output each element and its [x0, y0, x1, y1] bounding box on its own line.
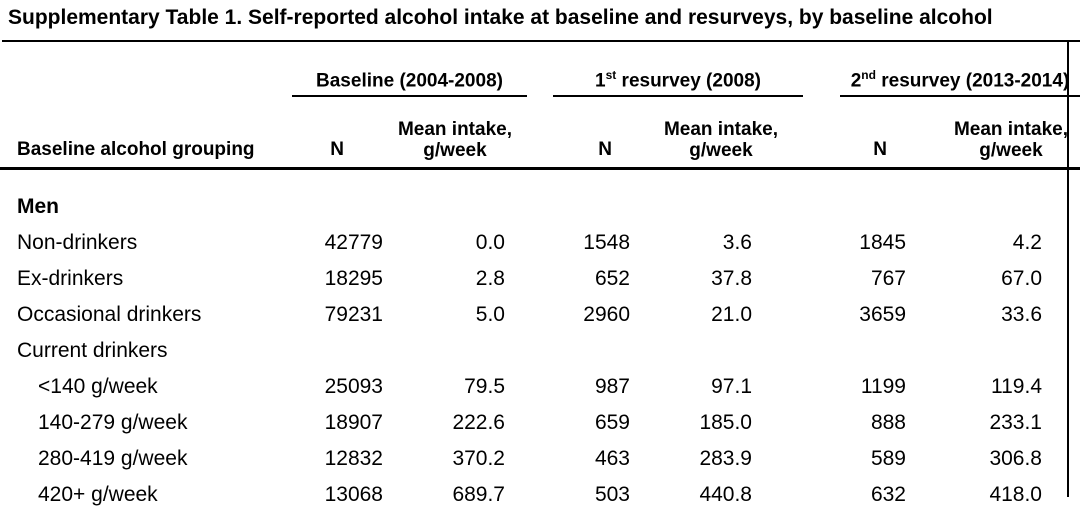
cell-value: 97.1 [711, 374, 752, 398]
table-row: Men [0, 169, 1080, 219]
cell-value: 1199 [860, 374, 906, 398]
table-row: 140-279 g/week 18907 222.6 659 185.0 888 233.1 [0, 399, 1080, 435]
group-header-spacer [0, 42, 300, 97]
page-title: Supplementary Table 1. Self-reported alc… [8, 6, 993, 29]
title-divider-rule [2, 40, 1080, 42]
cell-value [754, 169, 908, 219]
cell-value: 37.8 [711, 266, 752, 290]
cell-value: 1845 [859, 230, 906, 254]
cell-value: 13068 [324, 482, 383, 506]
cell-value: 503 [594, 482, 630, 506]
cell-value: 987 [594, 374, 630, 398]
cell-value: 3.6 [722, 230, 752, 254]
cell-value: 5.0 [475, 302, 505, 326]
row-label: Non-drinkers [17, 230, 138, 254]
cell-value: 12832 [324, 446, 383, 470]
cell-value: 2.8 [475, 266, 505, 290]
cell-value: 652 [594, 266, 630, 290]
column-header-n-first-resurvey: N [507, 97, 632, 170]
group-header-first-resurvey: 1st resurvey (2008) [507, 42, 803, 97]
table-row: Ex-drinkers 18295 2.8 652 37.8 767 67.0 [0, 255, 1080, 291]
cell-value [908, 327, 1080, 363]
alcohol-intake-table: Baseline (2004-2008) 1st resurvey (2008)… [0, 42, 1080, 507]
cell-value [754, 327, 908, 363]
table-row: 280-419 g/week 12832 370.2 463 283.9 589 306.8 [0, 435, 1080, 471]
cell-value: 2960 [583, 302, 630, 326]
column-header-mean-baseline: Mean intake, g/week [385, 97, 512, 170]
cell-value: 119.4 [991, 374, 1042, 398]
cell-value: 185.0 [699, 410, 752, 434]
row-label: Ex-drinkers [17, 266, 124, 290]
table-row: Non-drinkers 42779 0.0 1548 3.6 1845 4.2 [0, 219, 1080, 255]
column-header-mean-second-resurvey: Mean intake, g/week [908, 97, 1080, 170]
cell-value: 283.9 [699, 446, 752, 470]
cell-value: 42779 [324, 230, 383, 254]
row-label: 140-279 g/week [38, 410, 188, 434]
row-label: 420+ g/week [38, 482, 158, 506]
cell-value: 0.0 [475, 230, 505, 254]
cell-value [507, 169, 632, 219]
cell-value: 589 [870, 446, 906, 470]
cell-value: 370.2 [452, 446, 505, 470]
cell-value: 33.6 [1001, 302, 1042, 326]
cell-value: 3659 [859, 302, 906, 326]
cell-value: 440.8 [699, 482, 752, 506]
column-header-mean-first-resurvey: Mean intake, g/week [632, 97, 778, 170]
table-row: 420+ g/week 13068 689.7 503 440.8 632 418.0 [0, 471, 1080, 507]
cell-value: 463 [594, 446, 630, 470]
cell-value [385, 169, 507, 219]
cell-value: 18295 [324, 266, 383, 290]
cell-value [507, 327, 632, 363]
cell-value [300, 327, 385, 363]
cell-value [632, 327, 754, 363]
cell-value: 79.5 [464, 374, 505, 398]
row-label: Occasional drinkers [17, 302, 202, 326]
cell-value: 222.6 [452, 410, 505, 434]
cell-value: 306.8 [989, 446, 1042, 470]
cell-value: 767 [870, 266, 906, 290]
cell-value: 659 [594, 410, 630, 434]
row-label: Current drinkers [17, 338, 168, 362]
cell-value: 418.0 [989, 482, 1042, 506]
table-row: Current drinkers [0, 327, 1080, 363]
group-header-second-resurvey: 2nd resurvey (2013-2014) [754, 42, 1080, 97]
cell-value: 689.7 [452, 482, 505, 506]
group-header-baseline: Baseline (2004-2008) [292, 42, 527, 97]
group-header-row: Baseline (2004-2008) 1st resurvey (2008)… [0, 42, 1080, 97]
table-body: Men Non-drinkers 42779 0.0 1548 3.6 1845 4.2 Ex-… [0, 169, 1080, 507]
cell-value: 1548 [583, 230, 630, 254]
cell-value: 79231 [324, 302, 383, 326]
column-header-n-baseline: N [300, 97, 385, 170]
cell-value: 233.1 [989, 410, 1042, 434]
cell-value: 888 [870, 410, 906, 434]
cell-value: 18907 [324, 410, 383, 434]
cell-value [300, 169, 385, 219]
row-label: <140 g/week [38, 374, 158, 398]
table-row: <140 g/week 25093 79.5 987 97.1 1199 119.4 [0, 363, 1080, 399]
column-header-row: Baseline alcohol grouping N Mean intake,… [0, 97, 1080, 170]
cell-value: 25093 [324, 374, 383, 398]
cell-value [632, 169, 754, 219]
row-label: Men [17, 194, 59, 218]
cell-value: 632 [870, 482, 906, 506]
cell-value: 21.0 [711, 302, 752, 326]
row-label: 280-419 g/week [38, 446, 188, 470]
table-row: Occasional drinkers 79231 5.0 2960 21.0 3659 3… [0, 291, 1080, 327]
cell-value: 67.0 [1001, 266, 1042, 290]
cell-value [908, 169, 1080, 219]
column-header-n-second-resurvey: N [754, 97, 908, 170]
cell-value [385, 327, 507, 363]
column-header-grouping: Baseline alcohol grouping [0, 97, 300, 170]
page-edge-line [1067, 41, 1069, 497]
cell-value: 4.2 [1012, 230, 1042, 254]
